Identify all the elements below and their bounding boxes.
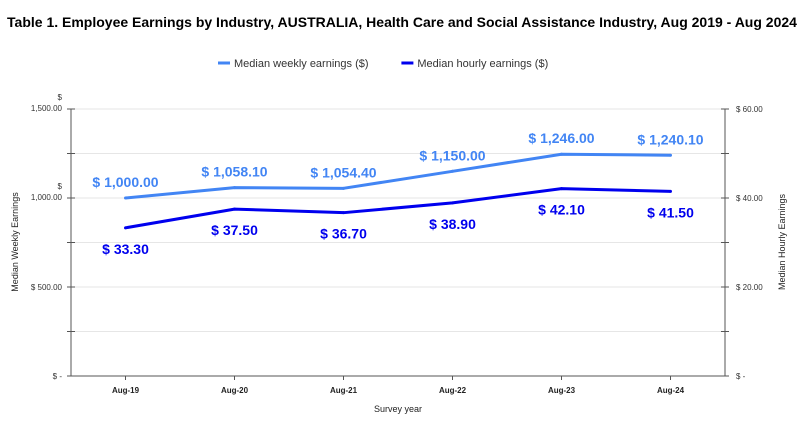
data-point: [560, 187, 563, 191]
data-label: $ 41.50: [647, 204, 694, 220]
data-point: [451, 169, 454, 173]
data-label: $ 1,000.00: [92, 174, 158, 190]
x-axis-tick-label: Aug-24: [657, 386, 685, 395]
y-axis-tick-label: $1,000.00: [31, 182, 63, 202]
y2-axis-title: Median Hourly Earnings: [777, 193, 787, 290]
x-axis-tick-label: Aug-20: [221, 386, 249, 395]
data-label: $ 1,054.40: [310, 164, 376, 180]
series-line: [125, 187, 671, 230]
legend: Median weekly earnings ($) Median hourly …: [218, 58, 548, 70]
legend-label: Median hourly earnings ($): [417, 58, 548, 70]
y-axis-tick-label: $ 500.00: [31, 283, 63, 292]
y2-axis-tick-label: $ 20.00: [736, 283, 763, 292]
data-point: [669, 153, 672, 157]
legend-label: Median weekly earnings ($): [234, 58, 369, 70]
y2-axis-tick-label: $ 60.00: [736, 105, 763, 114]
axes: $ - $ 500.00 $ 1,000.00 $ 1,500.00 $ - $ 20.00 $…: [31, 93, 763, 395]
data-point: [342, 211, 345, 215]
data-label: $ 42.10: [538, 202, 585, 218]
data-point: [233, 207, 236, 211]
y-axis-tick-label: $ -: [53, 372, 63, 381]
data-point: [124, 196, 127, 200]
gridlines: [71, 108, 725, 332]
data-point: [669, 189, 672, 193]
x-axis-tick-label: Aug-23: [548, 386, 576, 395]
x-axis-tick-label: Aug-22: [439, 386, 467, 395]
y2-axis-tick-label: $ 40.00: [736, 194, 763, 203]
series-line: [125, 152, 671, 200]
x-axis-tick-label: Aug-21: [330, 386, 358, 395]
data-label: $ 38.90: [429, 216, 476, 232]
data-point: [451, 201, 454, 205]
data-point: [342, 186, 345, 190]
chart-title: Table 1. Employee Earnings by Industry, …: [7, 14, 797, 30]
y-axis-title: Median Weekly Earnings: [10, 192, 20, 292]
data-point: [560, 152, 563, 156]
data-label: $ 1,150.00: [419, 147, 485, 163]
x-axis-title: Survey year: [374, 404, 422, 414]
data-point: [124, 226, 127, 230]
data-point: [233, 186, 236, 190]
x-axis-tick-label: Aug-19: [112, 386, 140, 395]
y-axis-tick-label: $1,500.00: [31, 93, 63, 113]
data-label: $ 36.70: [320, 226, 367, 242]
data-label: $ 33.30: [102, 241, 149, 257]
data-label: $ 37.50: [211, 222, 258, 238]
data-label: $ 1,058.10: [201, 164, 267, 180]
y2-axis-tick-label: $ -: [736, 372, 746, 381]
data-label: $ 1,246.00: [528, 130, 594, 146]
series-group: $ 1,000.00 $ 1,058.10 $ 1,054.40 $ 1,150.00…: [92, 130, 703, 257]
data-label: $ 1,240.10: [637, 131, 703, 147]
